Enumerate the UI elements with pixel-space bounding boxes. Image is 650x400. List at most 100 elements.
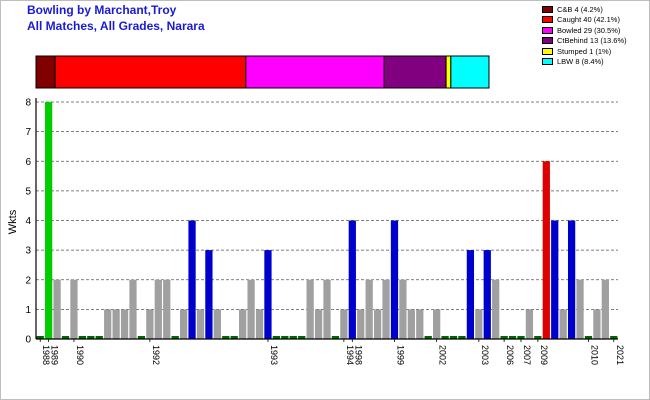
- legend-item-caught: Caught 40 (42.1%): [542, 15, 627, 26]
- x-tick-label: 2003: [480, 345, 490, 365]
- legend-label: LBW 8 (8.4%): [557, 57, 604, 67]
- stack-segment-caught: [54, 55, 247, 89]
- bar: [458, 336, 466, 339]
- bar: [331, 336, 340, 339]
- bar: [163, 279, 171, 339]
- bar: [559, 309, 567, 339]
- legend-item-bowled: Bowled 29 (30.5%): [542, 25, 627, 36]
- bar: [146, 309, 154, 339]
- bar: [272, 336, 281, 339]
- bar: [137, 336, 146, 339]
- bar: [449, 336, 458, 339]
- legend-swatch: [542, 58, 553, 66]
- bar: [534, 336, 542, 339]
- bar: [264, 250, 272, 339]
- x-tick-label: 2007: [522, 345, 532, 365]
- bar: [508, 336, 517, 339]
- bar: [179, 309, 188, 339]
- bar: [433, 309, 441, 339]
- bar: [424, 336, 432, 339]
- y-tick-label: 4: [25, 216, 31, 227]
- x-tick-label: 2021: [615, 345, 625, 365]
- x-tick-label: 1989: [50, 345, 60, 365]
- bar: [416, 309, 424, 339]
- bar: [247, 279, 255, 339]
- y-tick-label: 3: [25, 246, 31, 257]
- x-tick-label: 1992: [151, 345, 161, 365]
- legend-label: Caught 40 (42.1%): [557, 15, 620, 25]
- legend-item-stumped: Stumped 1 (1%): [542, 46, 627, 57]
- legend-swatch: [542, 37, 553, 45]
- x-tick-label: 1994: [345, 345, 355, 365]
- chart-title: Bowling by Marchant,Troy: [27, 3, 177, 17]
- x-tick-label: 1999: [395, 345, 405, 365]
- x-tick-label: 1990: [75, 345, 85, 365]
- bar: [407, 309, 415, 339]
- bar: [610, 336, 618, 339]
- stack-segment-stumped: [445, 55, 452, 89]
- bar: [87, 336, 95, 339]
- bar: [475, 309, 483, 339]
- bar: [576, 279, 584, 339]
- bar: [348, 220, 356, 339]
- legend-label: CtBehind 13 (13.6%): [557, 36, 627, 46]
- bar: [45, 102, 53, 339]
- bar: [593, 309, 601, 339]
- y-tick-label: 5: [25, 186, 31, 197]
- y-tick-label: 2: [25, 275, 31, 286]
- bar: [483, 250, 491, 339]
- bar: [171, 336, 179, 339]
- bar: [314, 309, 323, 339]
- x-tick-label: 2010: [589, 345, 599, 365]
- bar: [525, 309, 534, 339]
- bar: [289, 336, 297, 339]
- y-tick-label: 6: [25, 157, 31, 168]
- y-axis-label: Wkts: [7, 209, 19, 234]
- bar: [500, 336, 508, 339]
- bar: [230, 336, 238, 339]
- bar: [154, 279, 162, 339]
- bar: [323, 279, 331, 339]
- chart-subtitle: All Matches, All Grades, Narara: [27, 19, 205, 33]
- bar: [120, 309, 129, 339]
- bar: [70, 279, 78, 339]
- legend: C&B 4 (4.2%) Caught 40 (42.1%) Bowled 29…: [542, 4, 627, 67]
- x-tick-label: 2002: [438, 345, 448, 365]
- bar: [36, 336, 44, 339]
- legend-swatch: [542, 26, 553, 34]
- stack-segment-ctbehind: [383, 55, 447, 89]
- bar: [239, 309, 247, 339]
- x-tick-label: 2006: [505, 345, 515, 365]
- bar: [551, 220, 559, 339]
- bar: [567, 220, 576, 339]
- bar: [53, 279, 61, 339]
- bar: [95, 336, 103, 339]
- bar: [281, 336, 289, 339]
- bar: [365, 279, 373, 339]
- y-tick-label: 0: [25, 335, 31, 346]
- bar: [517, 336, 525, 339]
- stack-segment-cb: [35, 55, 56, 89]
- bar: [399, 279, 407, 339]
- bar: [382, 279, 390, 339]
- stack-segment-lbw: [450, 55, 490, 89]
- bar: [584, 336, 593, 339]
- legend-swatch: [542, 47, 553, 55]
- bar: [61, 336, 70, 339]
- bar: [188, 220, 196, 339]
- bar: [104, 309, 112, 339]
- legend-label: C&B 4 (4.2%): [557, 4, 603, 14]
- legend-swatch: [542, 16, 553, 24]
- stack-segment-bowled: [245, 55, 385, 89]
- bar: [205, 250, 213, 339]
- bar: [542, 161, 550, 339]
- bar: [222, 336, 230, 339]
- x-tick-label: 1993: [269, 345, 279, 365]
- legend-item-cb: C&B 4 (4.2%): [542, 4, 627, 15]
- bar: [466, 250, 475, 339]
- bar: [357, 309, 365, 339]
- bar: [373, 309, 382, 339]
- bar: [298, 336, 306, 339]
- legend-label: Bowled 29 (30.5%): [557, 25, 621, 35]
